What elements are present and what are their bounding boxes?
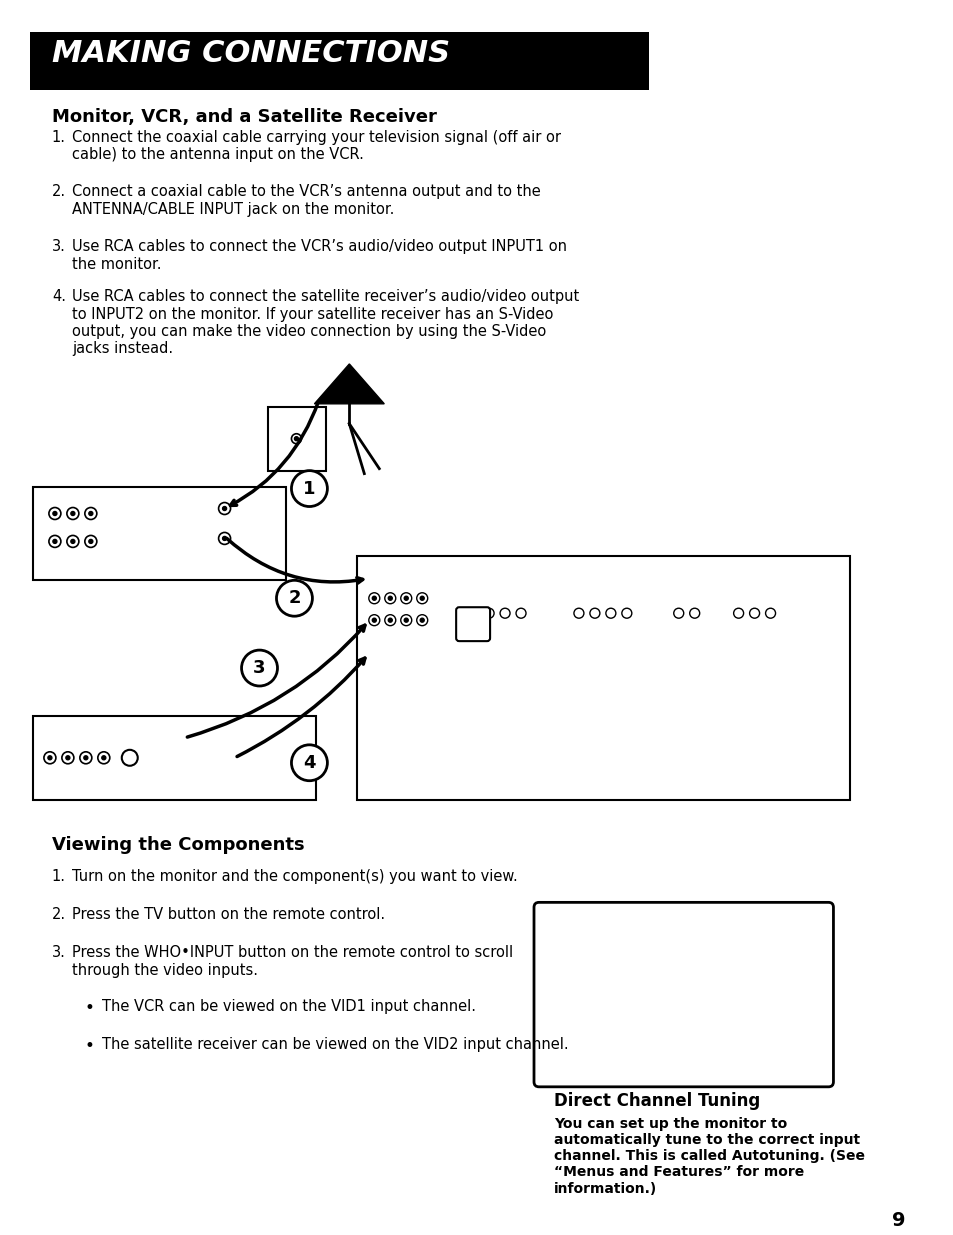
Circle shape <box>292 745 327 781</box>
Text: Connect a coaxial cable to the VCR’s antenna output and to the
ANTENNA/CABLE INP: Connect a coaxial cable to the VCR’s ant… <box>71 184 540 217</box>
Text: •: • <box>85 999 94 1018</box>
Text: Viewing the Components: Viewing the Components <box>51 836 304 853</box>
Text: Press the TV button on the remote control.: Press the TV button on the remote contro… <box>71 908 385 923</box>
Circle shape <box>419 619 424 622</box>
Circle shape <box>84 756 88 760</box>
Text: MAKING CONNECTIONS: MAKING CONNECTIONS <box>51 38 450 68</box>
Circle shape <box>52 540 57 543</box>
Circle shape <box>102 756 106 760</box>
Circle shape <box>372 597 375 600</box>
Text: 9: 9 <box>891 1212 904 1230</box>
Circle shape <box>419 597 424 600</box>
Text: 2: 2 <box>288 589 300 608</box>
Circle shape <box>404 619 408 622</box>
Circle shape <box>71 540 74 543</box>
Text: Use RCA cables to connect the VCR’s audio/video output INPUT1 on
the monitor.: Use RCA cables to connect the VCR’s audi… <box>71 240 566 272</box>
Circle shape <box>89 540 92 543</box>
Text: Press the WHO•INPUT button on the remote control to scroll
through the video inp: Press the WHO•INPUT button on the remote… <box>71 945 513 978</box>
Text: The satellite receiver can be viewed on the VID2 input channel.: The satellite receiver can be viewed on … <box>102 1037 568 1052</box>
FancyBboxPatch shape <box>357 557 849 799</box>
Text: The VCR can be viewed on the VID1 input channel.: The VCR can be viewed on the VID1 input … <box>102 999 476 1014</box>
Text: 1.: 1. <box>51 130 66 144</box>
Circle shape <box>372 619 375 622</box>
Circle shape <box>241 650 277 685</box>
FancyBboxPatch shape <box>267 406 326 471</box>
Circle shape <box>89 511 92 515</box>
Circle shape <box>222 536 227 541</box>
FancyBboxPatch shape <box>534 903 833 1087</box>
Circle shape <box>66 756 70 760</box>
Circle shape <box>48 756 51 760</box>
Text: 3: 3 <box>253 659 266 677</box>
Circle shape <box>404 597 408 600</box>
FancyBboxPatch shape <box>30 32 648 90</box>
FancyBboxPatch shape <box>33 487 286 580</box>
Circle shape <box>388 619 392 622</box>
Text: 4: 4 <box>303 753 315 772</box>
Circle shape <box>222 506 227 510</box>
Text: Monitor, VCR, and a Satellite Receiver: Monitor, VCR, and a Satellite Receiver <box>51 107 436 126</box>
Text: 2.: 2. <box>51 184 66 200</box>
Polygon shape <box>314 364 384 404</box>
Text: Connect the coaxial cable carrying your television signal (off air or
cable) to : Connect the coaxial cable carrying your … <box>71 130 560 162</box>
Text: 2.: 2. <box>51 908 66 923</box>
Text: 1: 1 <box>303 479 315 498</box>
Circle shape <box>52 511 57 515</box>
Text: Direct Channel Tuning: Direct Channel Tuning <box>554 1092 760 1110</box>
Circle shape <box>388 597 392 600</box>
Text: Turn on the monitor and the component(s) you want to view.: Turn on the monitor and the component(s)… <box>71 869 517 884</box>
Circle shape <box>294 437 298 441</box>
Circle shape <box>292 471 327 506</box>
Text: 3.: 3. <box>51 945 66 961</box>
Text: 1.: 1. <box>51 869 66 884</box>
FancyBboxPatch shape <box>456 608 490 641</box>
Circle shape <box>71 511 74 515</box>
Text: 4.: 4. <box>51 289 66 304</box>
Text: 3.: 3. <box>51 240 66 254</box>
Text: You can set up the monitor to
automatically tune to the correct input
channel. T: You can set up the monitor to automatica… <box>554 1116 864 1195</box>
Text: Use RCA cables to connect the satellite receiver’s audio/video output
to INPUT2 : Use RCA cables to connect the satellite … <box>71 289 578 357</box>
FancyBboxPatch shape <box>33 716 316 799</box>
Circle shape <box>276 580 312 616</box>
Text: •: • <box>85 1037 94 1055</box>
